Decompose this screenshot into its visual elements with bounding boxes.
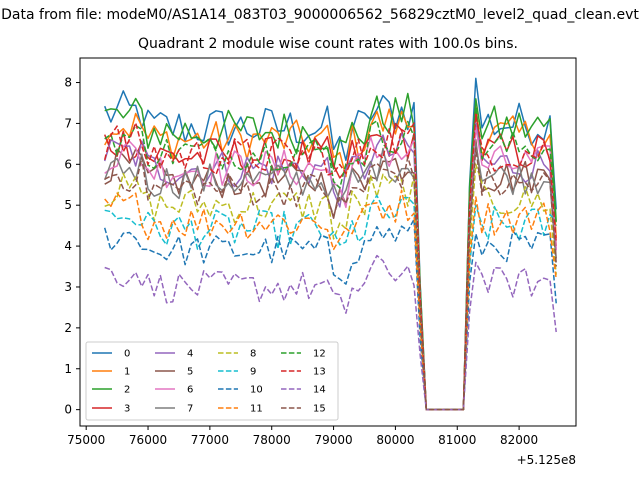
legend-label-9: 9 <box>250 367 256 378</box>
series-line-0 <box>104 77 557 411</box>
y-tick-label: 3 <box>64 280 72 294</box>
series-line-15 <box>104 147 557 411</box>
series-line-11 <box>104 189 557 411</box>
series-line-8 <box>104 163 557 411</box>
legend-label-10: 10 <box>250 385 263 396</box>
series-line-10 <box>103 218 557 411</box>
chart-title: Quadrant 2 module wise count rates with … <box>138 36 518 52</box>
x-tick-label: 77000 <box>191 433 229 447</box>
x-tick-label: 82000 <box>500 433 538 447</box>
legend-label-4: 4 <box>187 349 193 360</box>
legend-label-7: 7 <box>187 404 193 415</box>
y-tick-label: 4 <box>64 239 72 253</box>
series-line-6 <box>104 126 557 411</box>
legend-label-1: 1 <box>124 367 130 378</box>
x-axis: 75000 76000 77000 78000 79000 80000 81000 82000 <box>67 426 538 447</box>
y-tick-label: 6 <box>64 157 72 171</box>
series-line-14 <box>104 254 557 411</box>
y-axis: 0 1 2 3 4 5 6 7 8 <box>64 76 80 417</box>
x-tick-label: 76000 <box>129 433 167 447</box>
y-tick-label: 2 <box>64 321 72 335</box>
y-tick-label: 5 <box>64 198 72 212</box>
legend-label-6: 6 <box>187 385 193 396</box>
legend-label-12: 12 <box>313 349 326 360</box>
legend-label-5: 5 <box>187 367 193 378</box>
legend-label-14: 14 <box>313 385 326 396</box>
legend-label-13: 13 <box>313 367 326 378</box>
y-tick-label: 0 <box>64 403 72 417</box>
legend-label-3: 3 <box>124 404 130 415</box>
y-tick-label: 8 <box>64 76 72 90</box>
plot-area <box>79 57 577 427</box>
legend-label-2: 2 <box>124 385 130 396</box>
series-line-12 <box>104 106 557 411</box>
legend-label-15: 15 <box>313 404 326 415</box>
legend-label-11: 11 <box>250 404 263 415</box>
x-offset-label: +5.125e8 <box>517 453 576 467</box>
x-tick-label: 75000 <box>67 433 105 447</box>
legend-box <box>85 341 339 421</box>
figure-suptitle: Data from file: modeM0/AS1A14_083T03_900… <box>1 7 639 23</box>
x-tick-label: 78000 <box>253 433 291 447</box>
y-tick-label: 1 <box>64 362 72 376</box>
x-tick-label: 81000 <box>438 433 476 447</box>
series-line-2 <box>104 92 557 411</box>
y-tick-label: 7 <box>64 116 72 130</box>
legend-label-8: 8 <box>250 349 256 360</box>
series-layer <box>103 77 557 411</box>
series-line-9 <box>104 194 557 411</box>
series-line-13 <box>103 114 557 411</box>
x-tick-label: 79000 <box>314 433 352 447</box>
legend-label-0: 0 <box>124 349 130 360</box>
x-tick-label: 80000 <box>376 433 414 447</box>
series-line-7 <box>103 143 557 411</box>
